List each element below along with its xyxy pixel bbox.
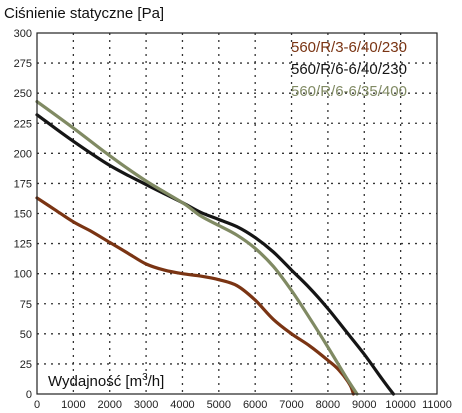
y-tick-label: 225 — [14, 118, 32, 130]
x-tick-label: 6000 — [243, 399, 267, 411]
x-tick-label: 9000 — [352, 399, 376, 411]
x-tick-label: 5000 — [207, 399, 231, 411]
x-tick-label: 2000 — [97, 399, 121, 411]
x-tick-label: 1000 — [61, 399, 85, 411]
y-tick-label: 300 — [14, 28, 32, 40]
x-tick-label: 3000 — [134, 399, 158, 411]
legend-entry-1: 560/R/3-6/40/230 — [291, 39, 407, 56]
x-tick-label: 0 — [34, 399, 40, 411]
series-lines — [35, 100, 395, 396]
plot-frame — [36, 32, 438, 395]
chart-title: Ciśnienie statyczne [Pa] — [4, 5, 164, 22]
series-line-2 — [35, 113, 395, 396]
y-tick-label: 75 — [20, 299, 32, 311]
y-tick-label: 275 — [14, 58, 32, 70]
x-axis-label-sup: 3 — [142, 372, 148, 383]
x-axis-label: Wydajność [m3/h] — [48, 372, 164, 390]
series-line-3 — [35, 100, 359, 396]
y-tick-label: 175 — [14, 178, 32, 190]
y-tick-label: 250 — [14, 88, 32, 100]
x-tick-label: 10000 — [385, 399, 416, 411]
legend: 560/R/3-6/40/230 560/R/6-6/40/230 560/R/6-… — [291, 39, 407, 100]
x-tick-label: 8000 — [316, 399, 340, 411]
y-tick-label: 50 — [20, 329, 32, 341]
legend-entry-2: 560/R/6-6/40/230 — [291, 61, 407, 78]
y-tick-label: 150 — [14, 209, 32, 221]
series-line-1 — [35, 196, 355, 396]
y-tick-labels: 0 25 50 75 100 125 150 175 200 225 250 275 300 — [14, 28, 32, 401]
x-tick-label: 7000 — [279, 399, 303, 411]
legend-entry-3: 560/R/6-6/35/400 — [291, 83, 407, 100]
x-axis-label-main: Wydajność [m — [48, 373, 142, 390]
y-tick-label: 100 — [14, 269, 32, 281]
y-tick-label: 125 — [14, 239, 32, 251]
x-tick-label: 11000 — [422, 399, 452, 411]
x-tick-label: 4000 — [170, 399, 194, 411]
y-tick-label: 0 — [26, 389, 32, 401]
x-tick-labels: 0 1000 2000 3000 4000 5000 6000 7000 8000 9000 100… — [34, 399, 452, 411]
y-tick-label: 25 — [20, 359, 32, 371]
y-tick-label: 200 — [14, 148, 32, 160]
x-axis-label-end: /h] — [148, 373, 165, 390]
